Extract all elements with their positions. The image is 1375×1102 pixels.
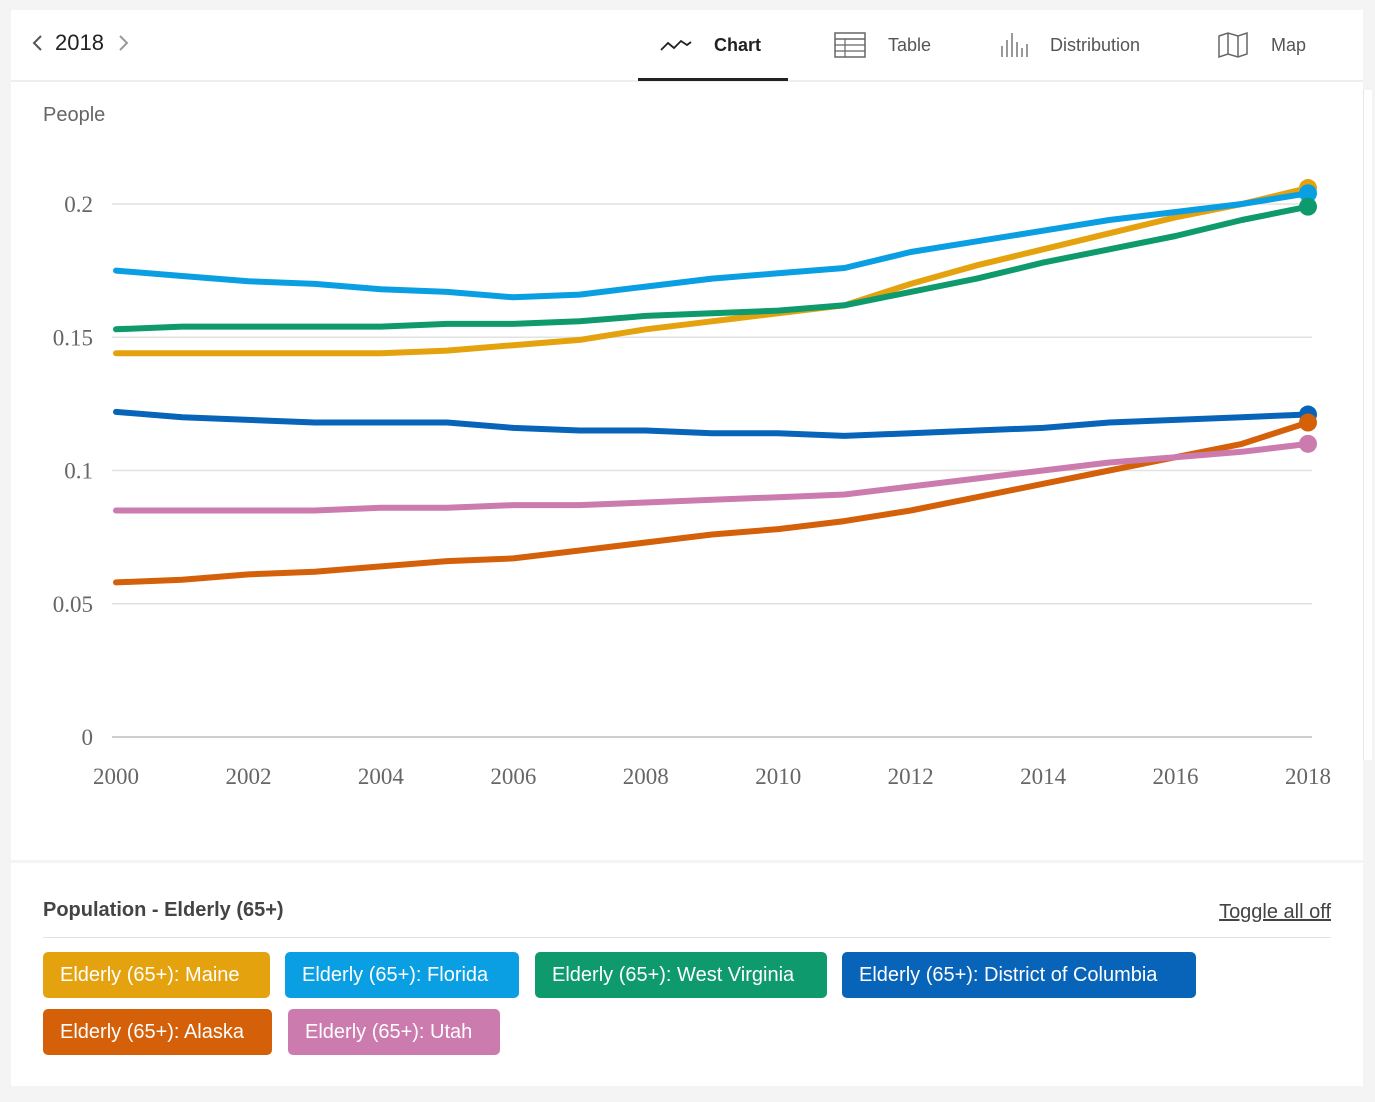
series-end-point[interactable] xyxy=(1299,413,1317,432)
legend-item[interactable]: Elderly (65+): West Virginia xyxy=(535,952,827,998)
tab-chart[interactable]: Chart xyxy=(638,10,788,81)
legend-panel: Population - Elderly (65+) Toggle all of… xyxy=(11,863,1363,1086)
legend-item[interactable]: Elderly (65+): Florida xyxy=(285,952,519,998)
x-tick-label: 2012 xyxy=(888,764,934,789)
tab-map-label: Map xyxy=(1271,34,1307,55)
toggle-all-off-link[interactable]: Toggle all off xyxy=(1219,901,1331,923)
x-tick-label: 2004 xyxy=(358,764,405,789)
series-line[interactable] xyxy=(113,440,1311,514)
tab-distribution[interactable]: Distribution xyxy=(1000,10,1140,80)
x-tick-label: 2006 xyxy=(490,764,536,789)
grid-lines xyxy=(112,203,1312,738)
tab-chart-label: Chart xyxy=(714,34,762,55)
legend-item[interactable]: Elderly (65+): Maine xyxy=(43,952,270,998)
x-tick-label: 2018 xyxy=(1285,764,1331,789)
scroll-edge xyxy=(1363,90,1372,760)
series-line[interactable] xyxy=(113,203,1311,333)
series-line[interactable] xyxy=(113,419,1311,586)
year-label: 2018 xyxy=(55,30,104,55)
chevron-left-icon[interactable] xyxy=(29,31,47,55)
legend-item-label: Elderly (65+): West Virginia xyxy=(552,963,795,986)
y-tick-label: 0.2 xyxy=(64,192,93,217)
x-tick-label: 2002 xyxy=(225,764,271,789)
series-line[interactable] xyxy=(113,190,1311,301)
legend-item-label: Elderly (65+): Florida xyxy=(302,963,489,986)
x-tick-label: 2016 xyxy=(1153,764,1199,789)
series-end-point[interactable] xyxy=(1299,434,1317,453)
chevron-right-icon[interactable] xyxy=(114,31,132,55)
x-tick-label: 2010 xyxy=(755,764,801,789)
series-lines xyxy=(113,179,1317,586)
line-chart-icon xyxy=(660,36,692,54)
table-icon xyxy=(834,32,866,58)
y-tick-labels: 0 0.05 0.1 0.15 0.2 xyxy=(53,192,93,750)
x-tick-label: 2008 xyxy=(623,764,669,789)
x-tick-labels: 2000 2002 2004 2006 2008 2010 2012 2014 2016 2018 xyxy=(93,764,1331,789)
distribution-icon xyxy=(1000,32,1028,58)
y-tick-label: 0.1 xyxy=(64,459,93,484)
legend-item[interactable]: Elderly (65+): Alaska xyxy=(43,1009,272,1055)
y-tick-label: 0.05 xyxy=(53,592,93,617)
tab-map[interactable]: Map xyxy=(1217,10,1306,80)
line-chart: People 00.050.10.150.2 2000 2002 2004 2006 2… xyxy=(43,104,1331,789)
legend-divider xyxy=(43,937,1331,938)
legend-item-label: Elderly (65+): Utah xyxy=(305,1020,473,1043)
x-tick-label: 2014 xyxy=(1020,764,1067,789)
series-end-point[interactable] xyxy=(1299,197,1317,216)
legend-item[interactable]: Elderly (65+): Utah xyxy=(288,1009,500,1055)
series-end-point[interactable] xyxy=(1299,184,1317,203)
legend-title: Population - Elderly (65+) xyxy=(43,899,284,921)
tab-table[interactable]: Table xyxy=(834,10,931,80)
y-tick-label: 0.15 xyxy=(53,325,93,350)
series-line[interactable] xyxy=(113,185,1311,357)
map-icon xyxy=(1217,31,1249,59)
legend-item-label: Elderly (65+): District of Columbia xyxy=(859,963,1158,986)
series-line[interactable] xyxy=(113,408,1311,439)
y-tick-label: 0 xyxy=(82,725,94,750)
tab-distribution-label: Distribution xyxy=(1050,34,1141,55)
year-navigator: 2018 xyxy=(29,28,132,58)
y-axis-label: People xyxy=(43,104,105,126)
legend-item[interactable]: Elderly (65+): District of Columbia xyxy=(842,952,1196,998)
tab-table-label: Table xyxy=(888,34,932,55)
legend-item-label: Elderly (65+): Alaska xyxy=(60,1020,244,1043)
legend-item-label: Elderly (65+): Maine xyxy=(60,963,240,986)
x-tick-label: 2000 xyxy=(93,764,139,789)
view-toolbar: 2018 Chart Table Dist xyxy=(11,10,1363,82)
